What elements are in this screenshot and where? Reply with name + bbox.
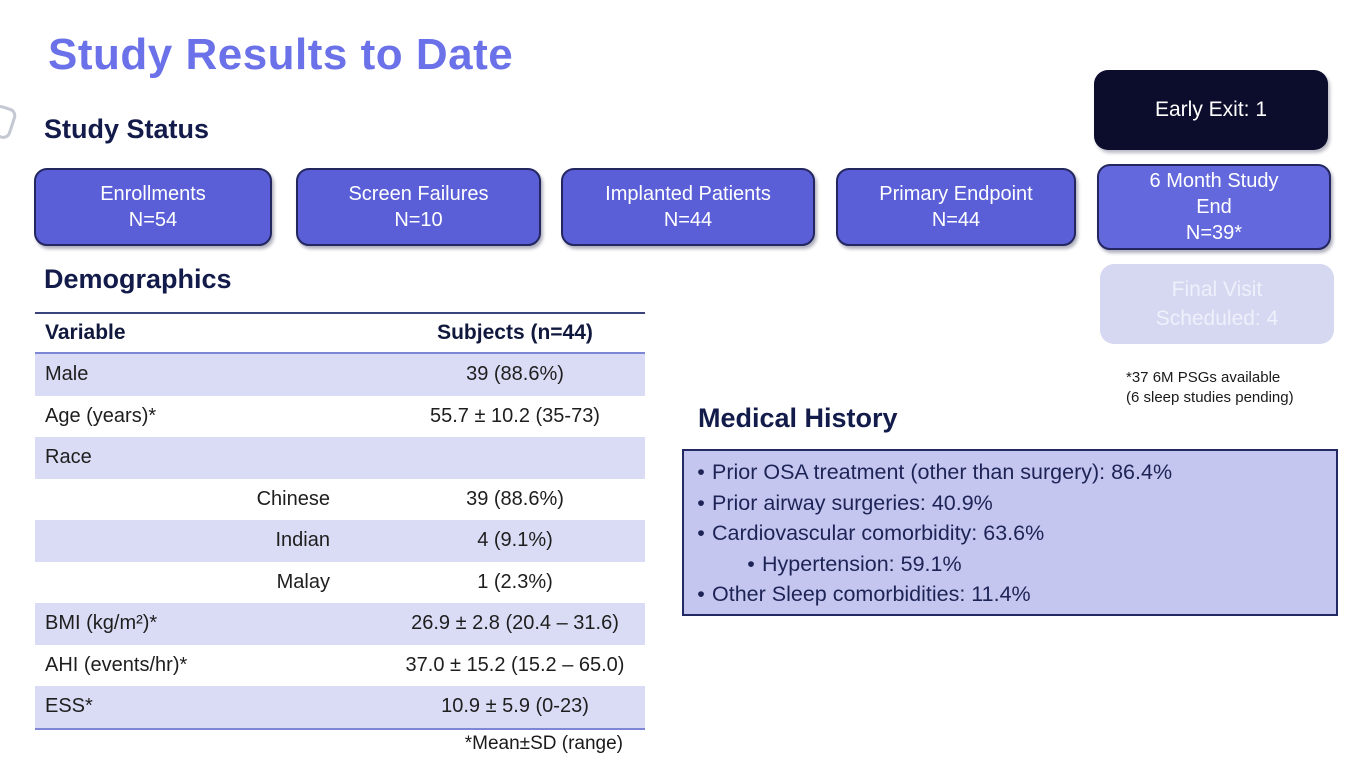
bullet-text: Prior OSA treatment (other than surgery)… <box>712 460 1173 484</box>
final-visit-badge: Final Visit Scheduled: 4 <box>1100 264 1334 344</box>
demographics-footnote: *Mean±SD (range) <box>464 733 623 754</box>
row-label: ESS* <box>45 695 93 718</box>
row-value: 10.9 ± 5.9 (0-23) <box>441 695 589 718</box>
status-box-enrollments: Enrollments N=54 <box>34 168 272 246</box>
bullet-item: • Cardiovascular comorbidity: 63.6% <box>684 518 1326 549</box>
row-label: Indian <box>275 529 331 552</box>
bullet-marker-icon: • <box>697 521 705 545</box>
page-title: Study Results to Date <box>48 30 514 79</box>
bullet-text: Cardiovascular comorbidity: 63.6% <box>712 521 1045 545</box>
medical-history-panel: • Prior OSA treatment (other than surger… <box>682 449 1338 616</box>
medical-history-heading: Medical History <box>698 403 898 433</box>
demographics-heading: Demographics <box>44 264 232 294</box>
table-row: Malay 1 (2.3%) <box>35 562 645 604</box>
demographics-table-body: Male 39 (88.6%) Age (years)* 55.7 ± 10.2… <box>35 354 645 730</box>
bullet-marker-icon: • <box>747 551 755 576</box>
table-row: AHI (events/hr)* 37.0 ± 15.2 (15.2 – 65.… <box>35 645 645 687</box>
status-box-implanted-patients: Implanted Patients N=44 <box>561 168 815 246</box>
edge-artifact <box>0 103 19 141</box>
row-label: BMI (kg/m²)* <box>45 612 158 635</box>
table-row: BMI (kg/m²)* 26.9 ± 2.8 (20.4 – 31.6) <box>35 603 645 645</box>
row-label: Malay <box>276 570 330 593</box>
row-value: 1 (2.3%) <box>477 570 553 593</box>
bullet-item: • Hypertension: 59.1% <box>684 549 1326 580</box>
demographics-table: Variable Subjects (n=44) Male 39 (88.6%)… <box>35 312 645 730</box>
table-row: Age (years)* 55.7 ± 10.2 (35-73) <box>35 396 645 438</box>
early-exit-badge: Early Exit: 1 <box>1094 70 1328 150</box>
status-box-screen-failures: Screen Failures N=10 <box>296 168 541 246</box>
table-row: ESS* 10.9 ± 5.9 (0-23) <box>35 686 645 728</box>
table-row: Male 39 (88.6%) <box>35 354 645 396</box>
row-value: 26.9 ± 2.8 (20.4 – 31.6) <box>411 612 619 635</box>
row-label: Male <box>45 363 89 386</box>
bullet-item: • Prior airway surgeries: 40.9% <box>684 488 1326 519</box>
table-row: Chinese 39 (88.6%) <box>35 479 645 521</box>
table-row: Indian 4 (9.1%) <box>35 520 645 562</box>
bullet-marker-icon: • <box>697 490 705 515</box>
row-label: Chinese <box>256 487 330 510</box>
bullet-item: • Prior OSA treatment (other than surger… <box>684 457 1326 488</box>
study-status-heading: Study Status <box>44 114 210 144</box>
row-label: Age (years)* <box>45 404 157 427</box>
bullet-item: • Other Sleep comorbidities: 11.4% <box>684 579 1326 610</box>
bullet-text: Prior airway surgeries: 40.9% <box>712 490 993 515</box>
column-header-subjects: Subjects (n=44) <box>437 321 593 344</box>
row-value: 39 (88.6%) <box>466 487 564 510</box>
psg-footnote: *37 6M PSGs available (6 sleep studies p… <box>1126 369 1294 407</box>
status-box-6-month-study-end: 6 Month Study End N=39* <box>1097 164 1331 250</box>
bullet-text: Hypertension: 59.1% <box>762 551 962 576</box>
bullet-marker-icon: • <box>697 582 705 606</box>
row-value: 37.0 ± 15.2 (15.2 – 65.0) <box>405 653 625 676</box>
status-box-primary-endpoint: Primary Endpoint N=44 <box>836 168 1076 246</box>
row-value: 55.7 ± 10.2 (35-73) <box>430 404 600 427</box>
demographics-table-header: Variable Subjects (n=44) <box>35 312 645 354</box>
row-label: Race <box>45 446 92 469</box>
bullet-text: Other Sleep comorbidities: 11.4% <box>712 582 1031 606</box>
column-header-variable: Variable <box>45 321 126 344</box>
row-label: AHI (events/hr)* <box>45 653 188 676</box>
row-value: 4 (9.1%) <box>477 529 553 552</box>
bullet-marker-icon: • <box>697 460 705 484</box>
row-value: 39 (88.6%) <box>466 363 564 386</box>
table-row: Race <box>35 437 645 479</box>
